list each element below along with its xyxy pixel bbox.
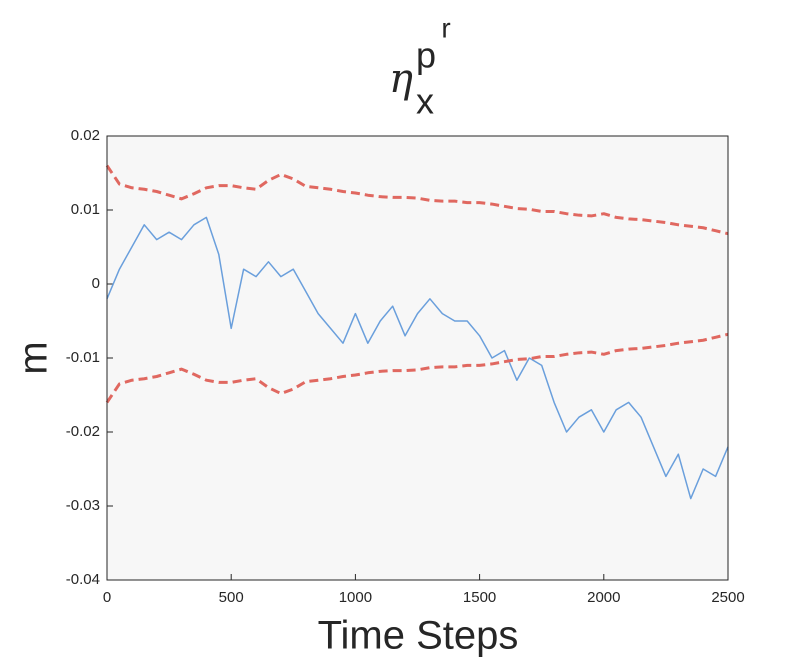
- title-subscript: x: [416, 81, 434, 122]
- x-tick-label: 0: [103, 589, 111, 606]
- x-axis-label: Time Steps: [318, 614, 519, 658]
- y-tick-label: 0.01: [71, 201, 100, 218]
- x-tick-label: 2500: [711, 589, 744, 606]
- title-base: η: [389, 56, 413, 102]
- series-line: [105, 164, 729, 236]
- plot-frame: [106, 135, 729, 581]
- y-tick-label: 0.02: [71, 127, 100, 144]
- x-tick-label: 2000: [587, 589, 620, 606]
- y-tick-label: -0.01: [66, 349, 100, 366]
- x-tick-label: 1000: [339, 589, 372, 606]
- y-tick-label: -0.03: [66, 497, 100, 514]
- y-axis-label: m: [12, 341, 56, 374]
- x-tick-label: 1500: [463, 589, 496, 606]
- series-line: [105, 332, 729, 404]
- y-tick-label: 0: [92, 275, 100, 292]
- x-tick-label: 500: [219, 589, 244, 606]
- series-line: [106, 216, 729, 500]
- title-superscript: p: [416, 35, 436, 76]
- y-tick-label: -0.04: [66, 571, 100, 588]
- plot-area: [107, 136, 728, 580]
- title-superscript-superscript: r: [441, 12, 450, 43]
- y-tick-label: -0.02: [66, 423, 100, 440]
